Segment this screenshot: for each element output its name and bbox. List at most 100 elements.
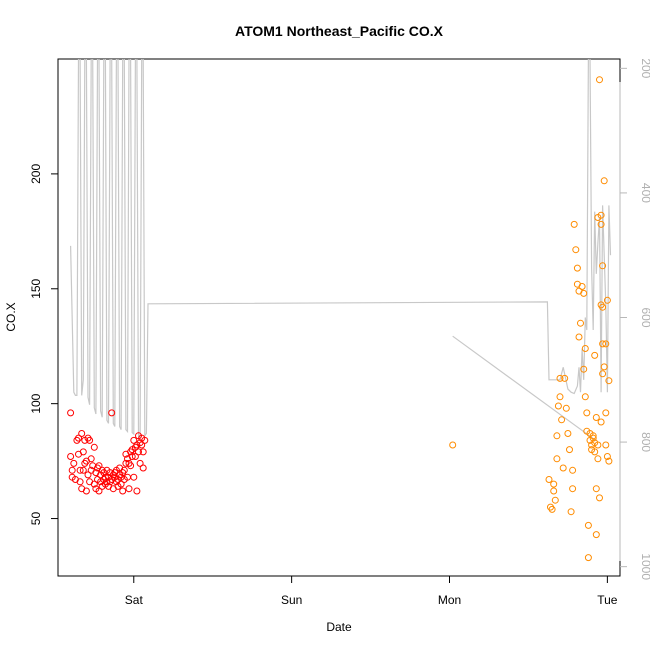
secondary-series-line (452, 335, 597, 442)
right-y-tick-label: 800 (639, 432, 650, 452)
data-point-series-2 (569, 485, 577, 493)
data-point-series-2 (594, 441, 602, 449)
data-point-series-1 (139, 464, 147, 472)
x-tick-label: Sat (125, 593, 144, 607)
data-point-series-1 (128, 453, 136, 460)
chart-title: ATOM1 Northeast_Pacific CO.X (235, 23, 444, 39)
data-point-series-2 (553, 432, 561, 440)
data-point-series-2 (599, 370, 607, 378)
data-point-series-1 (82, 487, 90, 495)
data-point-series-1 (90, 480, 98, 488)
y-tick-label: 150 (29, 278, 43, 298)
y-axis: 50 100 150 200 (29, 164, 59, 526)
data-point-series-2 (548, 505, 556, 513)
y-tick-label: 100 (29, 393, 43, 413)
data-point-series-1 (95, 487, 103, 495)
data-point-series-2 (603, 453, 611, 460)
data-point-series-2 (596, 76, 603, 84)
data-point-series-1 (67, 453, 75, 460)
data-point-series-1 (76, 478, 84, 486)
data-point-series-1 (125, 485, 133, 493)
data-point-series-1 (119, 487, 127, 495)
y-tick-label: 200 (29, 164, 43, 184)
data-point-series-1 (130, 473, 138, 481)
data-point-series-2 (591, 448, 599, 456)
data-point-series-1 (87, 455, 95, 463)
data-point-series-2 (584, 521, 592, 529)
data-point-series-2 (567, 508, 575, 516)
data-point-series-1 (133, 487, 141, 495)
data-point-series-2 (602, 409, 610, 417)
data-point-series-1 (95, 462, 103, 470)
x-tick-label: Sun (281, 593, 302, 607)
data-point-series-2 (570, 220, 578, 228)
data-point-series-1 (90, 443, 98, 451)
data-point-series-1 (78, 430, 86, 437)
data-point-series-1 (101, 473, 109, 481)
data-point-series-2 (561, 374, 569, 382)
y-tick-label: 50 (29, 512, 43, 526)
data-point-series-1 (84, 471, 92, 479)
data-point-series-1 (68, 466, 76, 474)
secondary-series-line (70, 59, 612, 440)
x-axis-label: Date (326, 620, 352, 634)
data-point-series-1 (67, 409, 75, 417)
data-point-series-2 (594, 214, 602, 221)
data-point-series-2 (600, 177, 608, 185)
data-point-series-2 (592, 531, 600, 539)
data-point-series-2 (573, 264, 581, 272)
data-point-series-2 (449, 441, 457, 449)
right-y-tick-label: 1000 (639, 553, 650, 580)
data-point-series-1 (117, 480, 125, 488)
data-point-series-2 (581, 393, 589, 401)
data-point-series-2 (575, 333, 583, 341)
data-point-series-1 (76, 466, 84, 474)
data-point-series-1 (75, 434, 82, 442)
data-point-series-2 (545, 476, 553, 483)
right-y-tick-label: 600 (639, 307, 650, 327)
data-point-series-2 (580, 365, 588, 373)
data-point-series-2 (564, 430, 572, 437)
data-point-series-1 (70, 459, 78, 467)
points-layer (67, 76, 613, 562)
data-point-series-1 (127, 462, 135, 470)
data-point-series-1 (108, 409, 116, 417)
data-point-series-2 (589, 434, 597, 442)
data-point-series-1 (79, 448, 87, 456)
data-point-series-2 (578, 283, 586, 290)
data-point-series-1 (141, 436, 149, 444)
data-point-series-2 (600, 363, 608, 371)
data-point-series-2 (591, 351, 599, 359)
data-point-series-2 (577, 319, 584, 327)
data-point-series-2 (556, 374, 564, 382)
plot-frame (57, 58, 621, 577)
data-point-series-2 (603, 296, 611, 304)
data-point-series-2 (602, 441, 610, 449)
right-y-tick-label: 200 (639, 58, 650, 78)
line-layer (70, 59, 612, 442)
x-tick-label: Mon (438, 593, 461, 607)
data-point-series-2 (554, 402, 562, 410)
right-y-axis: 200 400 600 800 1000 (620, 58, 650, 580)
data-point-series-1 (86, 436, 94, 444)
data-point-series-1 (135, 448, 142, 456)
data-point-series-2 (558, 416, 566, 424)
data-point-series-2 (605, 377, 613, 385)
data-point-series-2 (584, 554, 592, 562)
data-point-series-2 (550, 480, 558, 488)
data-point-series-2 (599, 262, 607, 270)
data-point-series-2 (566, 446, 573, 454)
data-point-series-2 (597, 220, 605, 228)
data-point-series-2 (581, 345, 589, 352)
data-point-series-1 (139, 448, 147, 456)
data-point-series-2 (592, 485, 600, 493)
data-point-series-2 (553, 455, 561, 463)
data-point-series-2 (597, 301, 605, 309)
data-point-series-2 (602, 340, 610, 348)
data-point-series-2 (589, 432, 597, 440)
data-point-series-2 (550, 487, 558, 495)
data-point-series-2 (572, 246, 580, 254)
x-axis: Sat Sun Mon Tue (125, 575, 618, 607)
data-point-series-2 (580, 289, 588, 297)
